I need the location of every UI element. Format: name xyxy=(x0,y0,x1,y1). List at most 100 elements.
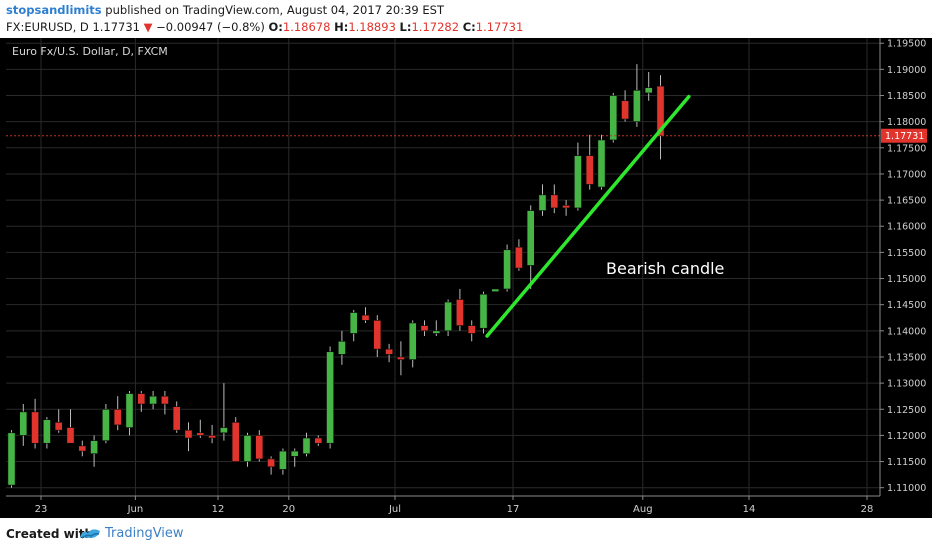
bullish-candle xyxy=(432,320,441,337)
bearish-candle xyxy=(255,430,264,462)
y-tick-label: 1.12000 xyxy=(887,431,926,442)
tradingview-logo-icon xyxy=(80,529,100,539)
y-tick-label: 1.14500 xyxy=(887,300,926,311)
bullish-candle xyxy=(42,417,51,449)
y-tick-label: 1.11000 xyxy=(887,483,926,494)
bearish-candle xyxy=(54,409,63,433)
x-tick-label: 20 xyxy=(282,504,295,515)
bullish-candle xyxy=(7,430,16,488)
bullish-candle xyxy=(538,184,547,216)
bullish-candle xyxy=(479,291,488,334)
candle-body xyxy=(455,299,464,326)
trend-line[interactable] xyxy=(485,94,691,338)
low-value: 1.17282 xyxy=(411,20,460,34)
bullish-candle xyxy=(597,134,606,190)
ohlc-info: FX:EURUSD, D 1.17731 ▼ −0.00947 (−0.8%) … xyxy=(6,20,523,34)
bearish-candle xyxy=(562,200,570,216)
bearish-candle xyxy=(585,134,594,190)
overlays xyxy=(6,94,880,338)
bearish-candle xyxy=(396,341,405,376)
candle-body xyxy=(444,301,452,332)
bullish-candle xyxy=(125,390,134,436)
bullish-candle xyxy=(337,330,346,365)
x-tick-label: 23 xyxy=(35,504,48,515)
candlestick-chart[interactable]: 1.11000 1.11500 1.12000 1.12500 1.13000 1.135… xyxy=(0,38,932,518)
candle-body xyxy=(656,85,665,137)
candle-body xyxy=(621,100,629,120)
publish-info: stopsandlimits published on TradingView.… xyxy=(6,3,444,17)
bearish-candle xyxy=(467,320,476,342)
bearish-candle xyxy=(66,409,75,444)
candle-body xyxy=(467,325,476,334)
candle-body xyxy=(255,435,264,460)
bullish-candle xyxy=(326,346,334,449)
candle-body xyxy=(349,312,358,334)
y-tick-label: 1.16000 xyxy=(887,222,926,233)
candle-body xyxy=(137,393,146,405)
close-label: C: xyxy=(462,20,476,34)
footer: Created with TradingView xyxy=(0,518,932,550)
bullish-candle xyxy=(19,404,28,446)
bearish-candle xyxy=(31,398,39,449)
candle-body xyxy=(113,408,122,426)
down-arrow-icon: ▼ xyxy=(143,20,153,34)
bullish-candle xyxy=(644,71,653,101)
bearish-candle xyxy=(137,390,146,412)
y-tick-label: 1.13000 xyxy=(887,379,926,390)
candle-body xyxy=(609,95,618,141)
candle-body xyxy=(278,450,287,470)
chart-header: stopsandlimits published on TradingView.… xyxy=(0,0,932,38)
grid xyxy=(6,38,880,496)
y-tick-label: 1.13500 xyxy=(887,352,926,363)
candle-body xyxy=(326,351,334,444)
y-tick-label: 1.18500 xyxy=(887,91,926,102)
bullish-candle xyxy=(102,404,110,444)
candle-body xyxy=(479,293,488,329)
candle-body xyxy=(514,246,523,269)
candle-body xyxy=(231,422,240,462)
x-tick-label: 14 xyxy=(743,504,756,515)
bearish-candle xyxy=(373,315,382,357)
author-link[interactable]: stopsandlimits xyxy=(6,3,102,17)
close-value: 1.17731 xyxy=(475,20,524,34)
y-tick-label: 1.15500 xyxy=(887,248,926,259)
candle-body xyxy=(396,356,405,360)
low-label: L: xyxy=(399,20,412,34)
candle-body xyxy=(562,205,570,209)
y-tick-label: 1.15000 xyxy=(887,274,926,285)
candle-body xyxy=(585,155,594,185)
candle-body xyxy=(208,435,216,439)
candle-body xyxy=(125,393,134,428)
tradingview-brand-link[interactable]: TradingView xyxy=(105,526,184,541)
bullish-candle xyxy=(290,448,299,467)
y-tick-label: 1.17000 xyxy=(887,169,926,180)
bullish-candle xyxy=(243,432,252,467)
candle-body xyxy=(172,406,181,431)
candle-body xyxy=(54,422,63,431)
candle-body xyxy=(220,427,228,434)
candle-body xyxy=(78,445,87,452)
bearish-candle xyxy=(455,288,464,331)
bearish-candle xyxy=(656,75,665,160)
bearish-candle xyxy=(196,419,205,439)
candle-body xyxy=(314,437,323,444)
candle-body xyxy=(302,437,311,455)
bearish-candle xyxy=(113,396,122,431)
candle-body xyxy=(644,87,653,94)
bullish-candle xyxy=(503,244,511,292)
bullish-candle xyxy=(444,299,452,337)
candle-body xyxy=(432,330,441,334)
bearish-candle xyxy=(267,456,275,475)
chart-area[interactable]: 1.11000 1.11500 1.12000 1.12500 1.13000 1.135… xyxy=(0,38,932,518)
bullish-candle xyxy=(302,432,311,457)
y-tick-label: 1.12500 xyxy=(887,405,926,416)
y-tick-label: 1.11500 xyxy=(887,457,926,468)
candle-body xyxy=(408,322,417,360)
chart-title: Euro Fx/U.S. Dollar, D, FXCM xyxy=(12,45,168,58)
candle-body xyxy=(19,411,28,436)
candle-body xyxy=(267,458,275,468)
bearish-candle xyxy=(385,343,393,363)
x-tick-label: 12 xyxy=(212,504,225,515)
candle-body xyxy=(290,450,299,457)
bearish-candle xyxy=(314,435,323,446)
